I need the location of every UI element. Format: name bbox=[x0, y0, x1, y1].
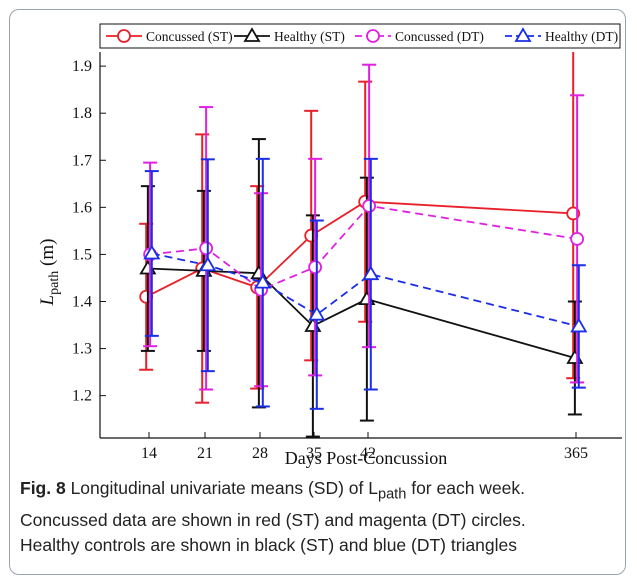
point-3-3 bbox=[308, 305, 326, 321]
y-axis-label-unit: (m) bbox=[37, 239, 58, 271]
point-3-1 bbox=[199, 256, 217, 272]
x-tick-label-1: 21 bbox=[197, 445, 213, 462]
y-tick-label-6: 1.8 bbox=[72, 105, 92, 122]
caption-line-1: Fig. 8 Longitudinal univariate means (SD… bbox=[20, 476, 620, 508]
figure-caption: Fig. 8 Longitudinal univariate means (SD… bbox=[20, 476, 620, 558]
y-tick-label-0: 1.2 bbox=[72, 388, 92, 405]
caption-line-3: Healthy controls are shown in black (ST)… bbox=[20, 534, 518, 555]
line-chart: Concussed (ST) Healthy (ST) Concussed (DT)… bbox=[37, 23, 622, 468]
caption-line-1-text: Longitudinal univariate means (SD) of L bbox=[65, 478, 378, 498]
legend-marker-0 bbox=[117, 29, 131, 43]
legend-marker-2 bbox=[366, 29, 380, 43]
legend-label-1: Healthy (ST) bbox=[274, 29, 345, 44]
point-3-4 bbox=[362, 265, 380, 281]
y-axis-label-main: L bbox=[37, 295, 58, 307]
y-tick-label-2: 1.4 bbox=[72, 293, 92, 310]
figure-label: Fig. 8 bbox=[20, 478, 66, 498]
caption-line-1-sub: path bbox=[377, 486, 407, 503]
x-tick-label-5: 365 bbox=[564, 445, 588, 462]
y-tick-label-3: 1.5 bbox=[72, 246, 92, 263]
y-tick-label-4: 1.6 bbox=[72, 199, 92, 216]
point-2-4 bbox=[362, 199, 377, 213]
x-tick-label-2: 28 bbox=[252, 445, 268, 462]
legend-label-3: Healthy (DT) bbox=[545, 29, 618, 44]
x-tick-label-4: 42 bbox=[360, 445, 376, 462]
y-tick-label-5: 1.7 bbox=[72, 152, 92, 169]
x-axis-label: Days Post-Concussion bbox=[285, 448, 448, 468]
y-tick-label-7: 1.9 bbox=[72, 58, 92, 75]
legend-marker-1 bbox=[243, 27, 261, 42]
series-1 bbox=[139, 138, 584, 438]
point-2-1 bbox=[199, 241, 214, 256]
legend-marker-3 bbox=[514, 27, 532, 42]
series-line-0 bbox=[145, 200, 574, 298]
caption-line-2: Concussed data are shown in red (ST) and… bbox=[20, 509, 526, 530]
point-3-0 bbox=[143, 244, 161, 260]
series-line-3 bbox=[151, 252, 580, 328]
point-3-5 bbox=[570, 317, 588, 333]
legend-label-0: Concussed (ST) bbox=[146, 29, 233, 44]
x-tick-label-0: 14 bbox=[141, 445, 157, 462]
point-3-2 bbox=[254, 273, 272, 289]
y-tick-label-1: 1.3 bbox=[72, 341, 92, 358]
series-line-1 bbox=[147, 267, 576, 359]
legend: Concussed (ST) Healthy (ST) Concussed (DT)… bbox=[99, 23, 621, 49]
point-2-3 bbox=[308, 260, 323, 275]
series-line-2 bbox=[150, 204, 578, 291]
series-2 bbox=[143, 63, 585, 391]
caption-line-1-end: for each week. bbox=[406, 478, 526, 498]
y-axis-label: Lpath (m) bbox=[37, 239, 62, 307]
x-tick-label-3: 35 bbox=[306, 445, 322, 462]
y-axis-label-sub: path bbox=[47, 271, 62, 295]
point-2-5 bbox=[570, 231, 585, 246]
legend-label-2: Concussed (DT) bbox=[395, 29, 484, 44]
series-3 bbox=[143, 157, 588, 410]
